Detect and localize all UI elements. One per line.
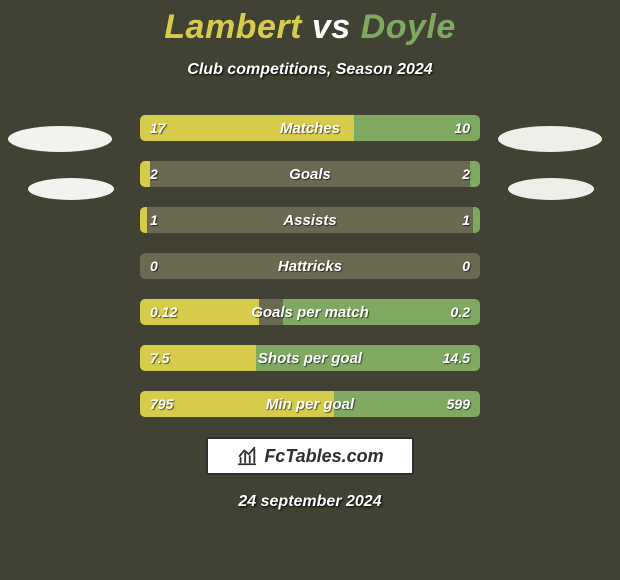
stat-row-track [140,161,480,187]
stat-bar-player1 [140,391,334,417]
stat-row: Goals per match0.120.2 [140,299,480,325]
stat-bar-player2 [283,299,480,325]
title-player1: Lambert [164,8,302,46]
stat-bar-player2 [470,161,480,187]
stat-bar-player2 [473,207,480,233]
title-vs: vs [312,8,351,46]
title-player2: Doyle [361,8,456,46]
stat-row-track [140,253,480,279]
player2-shape-bottom [508,178,594,200]
stat-row: Matches1710 [140,115,480,141]
date-label: 24 september 2024 [0,493,620,511]
subtitle: Club competitions, Season 2024 [0,61,620,79]
page-title: Lambert vs Doyle [0,0,620,47]
player1-shape-top [8,126,112,152]
stat-bar-player2 [354,115,480,141]
stat-row: Assists11 [140,207,480,233]
stat-row: Goals22 [140,161,480,187]
player1-shape-bottom [28,178,114,200]
stat-bar-player1 [140,115,354,141]
stat-bar-player1 [140,345,256,371]
stat-row: Min per goal795599 [140,391,480,417]
player2-shape-top [498,126,602,152]
stat-bar-player1 [140,299,259,325]
badge-text: FcTables.com [264,446,383,467]
stat-bar-player2 [256,345,480,371]
fctables-badge[interactable]: FcTables.com [206,437,414,475]
stats-chart: Matches1710 Goals22 Assists11 Hattricks00 Go… [0,115,620,417]
stat-bar-player2 [334,391,480,417]
stat-bar-player1 [140,207,147,233]
stat-bar-player1 [140,161,150,187]
stat-row-track [140,207,480,233]
chart-icon [236,445,258,467]
stat-row: Hattricks00 [140,253,480,279]
stat-row: Shots per goal7.514.5 [140,345,480,371]
comparison-card: Lambert vs Doyle Club competitions, Seas… [0,0,620,580]
